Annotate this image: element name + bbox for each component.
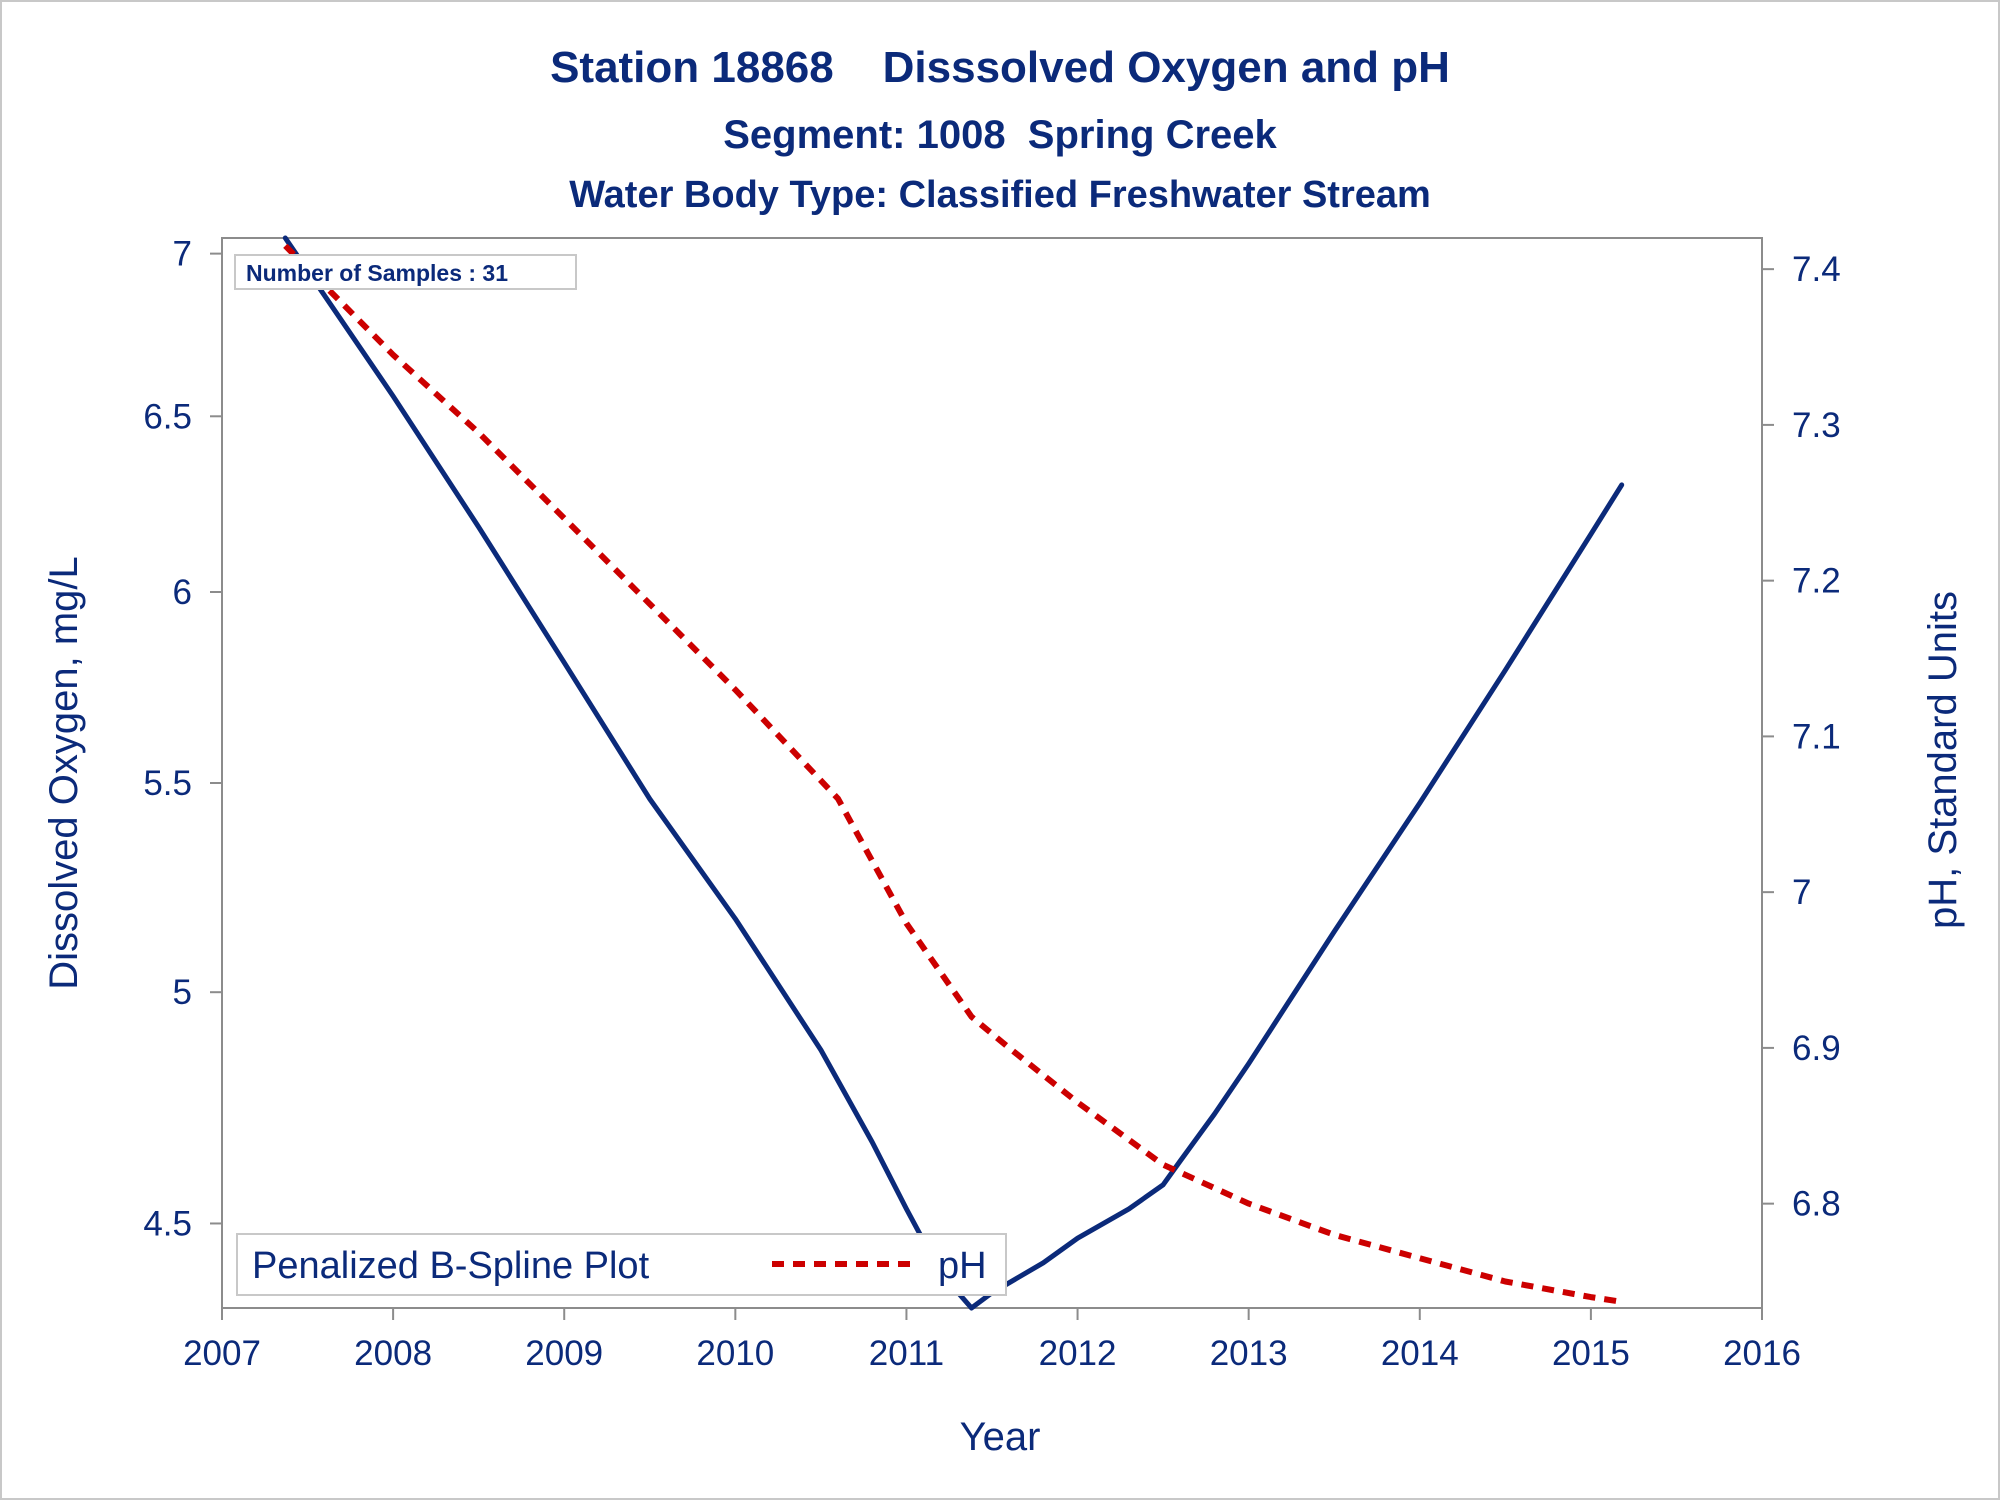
y-left-tick-label-5.5: 5.5 [143,764,192,803]
x-tick-label-2007: 2007 [183,1334,261,1373]
x-tick-label-2016: 2016 [1723,1334,1801,1373]
y-left-tick-label-5: 5 [173,973,192,1012]
series-layer [282,235,1625,1311]
legend-label-spline: Penalized B-Spline Plot [252,1245,650,1287]
y-right-tick-label-7: 7 [1792,873,1811,912]
y-right-tick-label-7.4: 7.4 [1792,250,1841,289]
x-tick-label-2010: 2010 [696,1334,774,1373]
x-tick-label-2013: 2013 [1210,1334,1288,1373]
samples-annotation: Number of Samples : 31 [234,254,577,290]
x-tick-label-2011: 2011 [869,1334,944,1373]
dissolved-oxygen-series-line [282,235,1625,1311]
x-tick-label-2009: 2009 [525,1334,603,1373]
x-axis: 2007 2008 2009 2010 2011 2012 2013 2014 2015 2016 [183,1308,1801,1373]
y-left-tick-label-6: 6 [173,573,192,612]
chart-title: Station 18868 Disssolved Oxygen and pH [550,43,1450,92]
legend: Penalized B-Spline Plot pH [236,1233,1007,1296]
legend-label-ph: pH [938,1245,987,1287]
y-axis-right-label: pH, Standard Units [1921,591,1965,929]
chart-subtitle: Segment: 1008 Spring Creek [723,113,1277,157]
y-right-tick-label-7.1: 7.1 [1792,717,1841,756]
y-left-tick-label-6.5: 6.5 [143,397,192,436]
x-tick-label-2012: 2012 [1039,1334,1117,1373]
x-tick-label-2008: 2008 [354,1334,432,1373]
y-left-tick-label-4.5: 4.5 [143,1204,192,1243]
y-axis-left-label: Dissolved Oxygen, mg/L [42,556,86,990]
y-right-tick-label-6.9: 6.9 [1792,1029,1841,1068]
plot-area [221,237,1763,1309]
chart-subtitle-2: Water Body Type: Classified Freshwater S… [569,174,1431,216]
samples-annotation-text: Number of Samples : 31 [246,260,508,286]
y-right-tick-label-7.2: 7.2 [1792,562,1841,601]
y-axis-left: 4.5 5 5.5 6 6.5 7 [143,235,222,1243]
y-axis-right: 6.8 6.9 7 7.1 7.2 7.3 7.4 [1762,250,1841,1224]
y-right-tick-label-7.3: 7.3 [1792,406,1841,445]
y-right-tick-label-6.8: 6.8 [1792,1185,1841,1224]
x-axis-label: Year [960,1415,1041,1459]
samples-annotation-box [234,254,577,290]
y-left-tick-label-7: 7 [173,235,192,274]
x-tick-label-2015: 2015 [1552,1334,1630,1373]
x-tick-label-2014: 2014 [1381,1334,1459,1373]
